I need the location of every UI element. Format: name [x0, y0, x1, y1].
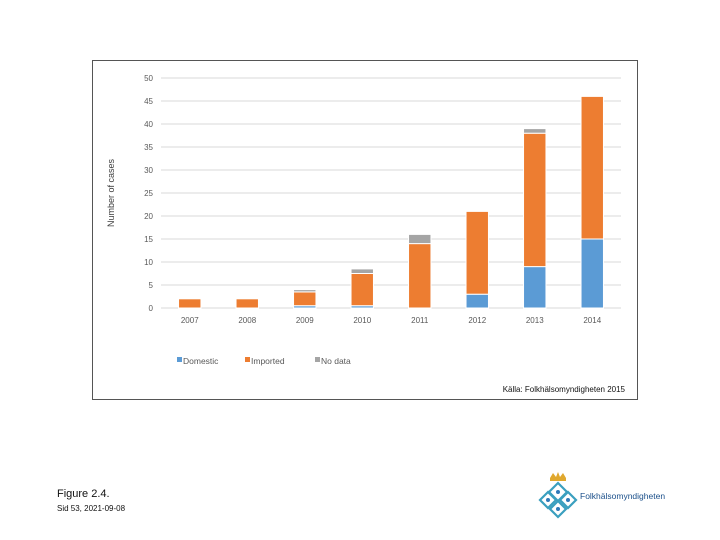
y-tick-label: 50	[144, 74, 153, 83]
x-tick-label: 2011	[411, 316, 429, 325]
y-tick-label: 40	[144, 120, 153, 129]
y-axis-title: Number of cases	[106, 158, 116, 227]
bar-segment-domestic	[580, 238, 604, 309]
bar-segment-domestic	[523, 266, 547, 309]
y-tick-label: 30	[144, 166, 153, 175]
legend-swatch	[315, 357, 320, 362]
bar-segment-imported	[523, 132, 547, 268]
legend-swatch	[245, 357, 250, 362]
agency-logo: Folkhälsomyndigheten	[536, 470, 676, 520]
bar-segment-imported	[178, 298, 202, 309]
bar-segment-domestic	[465, 293, 489, 309]
legend-label: No data	[321, 356, 351, 366]
legend-swatch	[177, 357, 182, 362]
x-tick-label: 2008	[238, 316, 256, 325]
source-note: Källa: Folkhälsomyndigheten 2015	[503, 385, 626, 394]
y-tick-label: 15	[144, 235, 153, 244]
chart-frame: 0 5 10 15 20 25 30 35 40 45 50 Number of cases 2007 2…	[92, 60, 638, 400]
bar-segment-imported	[465, 210, 489, 295]
bar-segment-imported	[235, 298, 259, 309]
bar-segment-imported	[293, 291, 317, 307]
bar-segment-imported	[580, 95, 604, 240]
y-tick-label: 35	[144, 143, 153, 152]
y-tick-label: 20	[144, 212, 153, 221]
y-tick-label: 0	[149, 304, 154, 313]
legend-label: Domestic	[183, 356, 219, 366]
figure-label: Figure 2.4.	[57, 488, 110, 500]
bar-segment-no-data	[293, 289, 317, 293]
x-tick-label: 2013	[526, 316, 544, 325]
y-tick-label: 10	[144, 258, 153, 267]
stacked-bar-chart: 0 5 10 15 20 25 30 35 40 45 50 Number of cases 2007 2…	[106, 74, 626, 394]
bar-segment-no-data	[350, 268, 374, 274]
y-tick-label: 45	[144, 97, 153, 106]
x-tick-label: 2009	[296, 316, 314, 325]
crown-emblem-icon	[538, 472, 578, 519]
bar-segment-no-data	[408, 233, 432, 245]
y-tick-label: 5	[149, 281, 154, 290]
x-tick-label: 2012	[468, 316, 486, 325]
bar-segment-imported	[408, 243, 432, 309]
logo-text: Folkhälsomyndigheten	[580, 491, 666, 501]
bar-segment-imported	[350, 273, 374, 307]
x-tick-label: 2010	[353, 316, 371, 325]
figure-date: Sid 53, 2021-09-08	[57, 504, 126, 513]
x-tick-label: 2007	[181, 316, 199, 325]
y-tick-label: 25	[144, 189, 153, 198]
legend-label: Imported	[251, 356, 285, 366]
x-tick-label: 2014	[583, 316, 601, 325]
bar-segment-no-data	[523, 128, 547, 134]
